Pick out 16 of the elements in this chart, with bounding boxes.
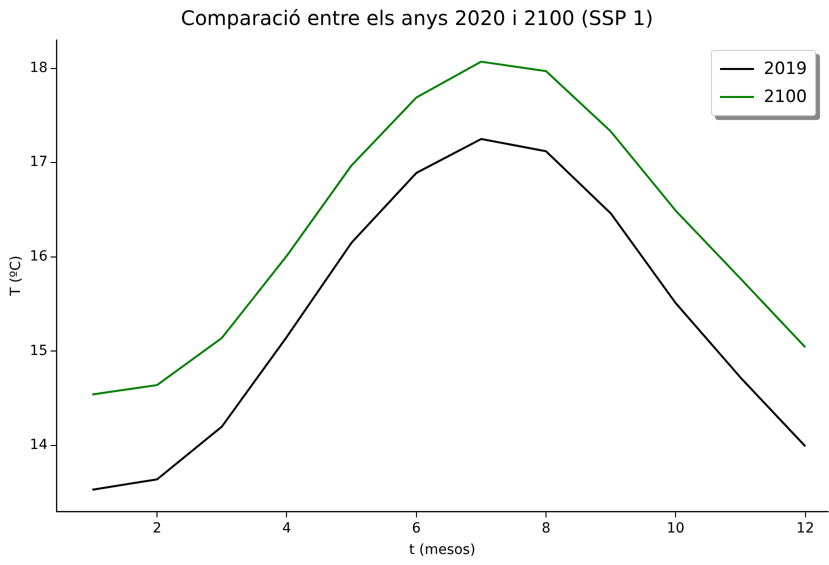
x-tick-label: 12 xyxy=(796,520,814,536)
x-tick-label: 8 xyxy=(542,520,550,536)
chart-title: Comparació entre els anys 2020 i 2100 (SSP 1) xyxy=(180,6,654,30)
y-tick-label: 14 xyxy=(30,437,48,454)
y-axis-title: T (ºC) xyxy=(8,256,24,297)
legend-label: 2100 xyxy=(764,86,807,109)
y-tick-label: 16 xyxy=(30,248,48,264)
y-tick-label: 18 xyxy=(30,60,48,76)
y-tick-label: 17 xyxy=(30,154,48,170)
x-tick-label: 2 xyxy=(152,520,162,536)
x-axis-title: t (mesos) xyxy=(409,542,476,558)
x-tick-label: 6 xyxy=(412,520,421,536)
legend-label: 2019 xyxy=(764,58,807,81)
x-tick-label: 4 xyxy=(282,520,292,536)
x-tick-label: 10 xyxy=(666,520,685,536)
y-tick-label: 15 xyxy=(30,342,48,359)
